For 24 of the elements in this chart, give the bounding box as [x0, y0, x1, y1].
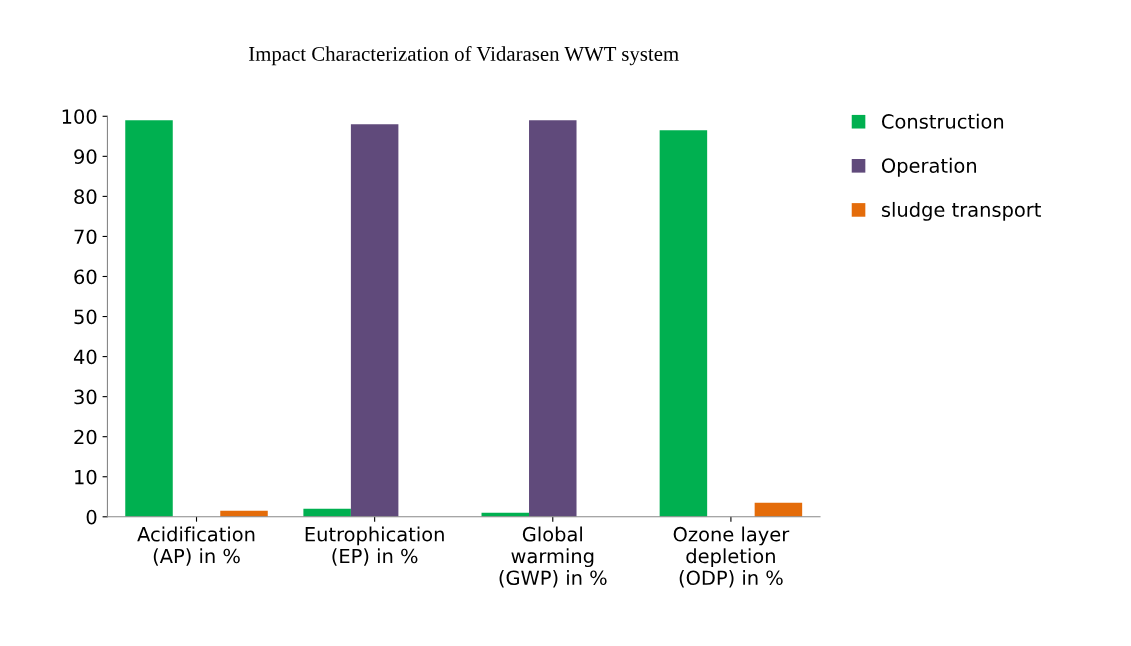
- x-tick-label: Eutrophication (EP) in %: [305, 526, 444, 566]
- bar: [754, 502, 803, 517]
- y-tick-label: 60: [74, 269, 97, 285]
- y-tick-label: 70: [74, 229, 97, 245]
- y-tick-label: 40: [73, 349, 97, 365]
- y-tick-label: 100: [62, 109, 97, 124]
- bar: [350, 124, 399, 517]
- chart-title: Impact Characterization of Vidarasen WWT system: [248, 46, 679, 66]
- y-tick-label: 50: [74, 309, 97, 325]
- legend-label: sludge transport: [881, 201, 1041, 221]
- y-tick-label: 10: [75, 469, 97, 485]
- y-tick-label: 90: [74, 149, 97, 164]
- bar: [125, 120, 173, 517]
- y-tick-label: 0: [86, 509, 97, 525]
- y-tick-label: 30: [74, 389, 97, 405]
- bar: [659, 130, 708, 517]
- legend-label: Construction: [881, 113, 1004, 129]
- legend-label: Operation: [881, 157, 977, 177]
- x-tick-label: Global warming (GWP) in %: [499, 526, 607, 588]
- y-tick-label: 80: [74, 189, 97, 205]
- x-tick-label: Ozone layer depletion (ODP) in %: [673, 526, 790, 588]
- bar: [529, 120, 577, 517]
- x-tick-label: Acidification (AP) in %: [137, 526, 255, 566]
- y-tick-label: 20: [74, 429, 97, 445]
